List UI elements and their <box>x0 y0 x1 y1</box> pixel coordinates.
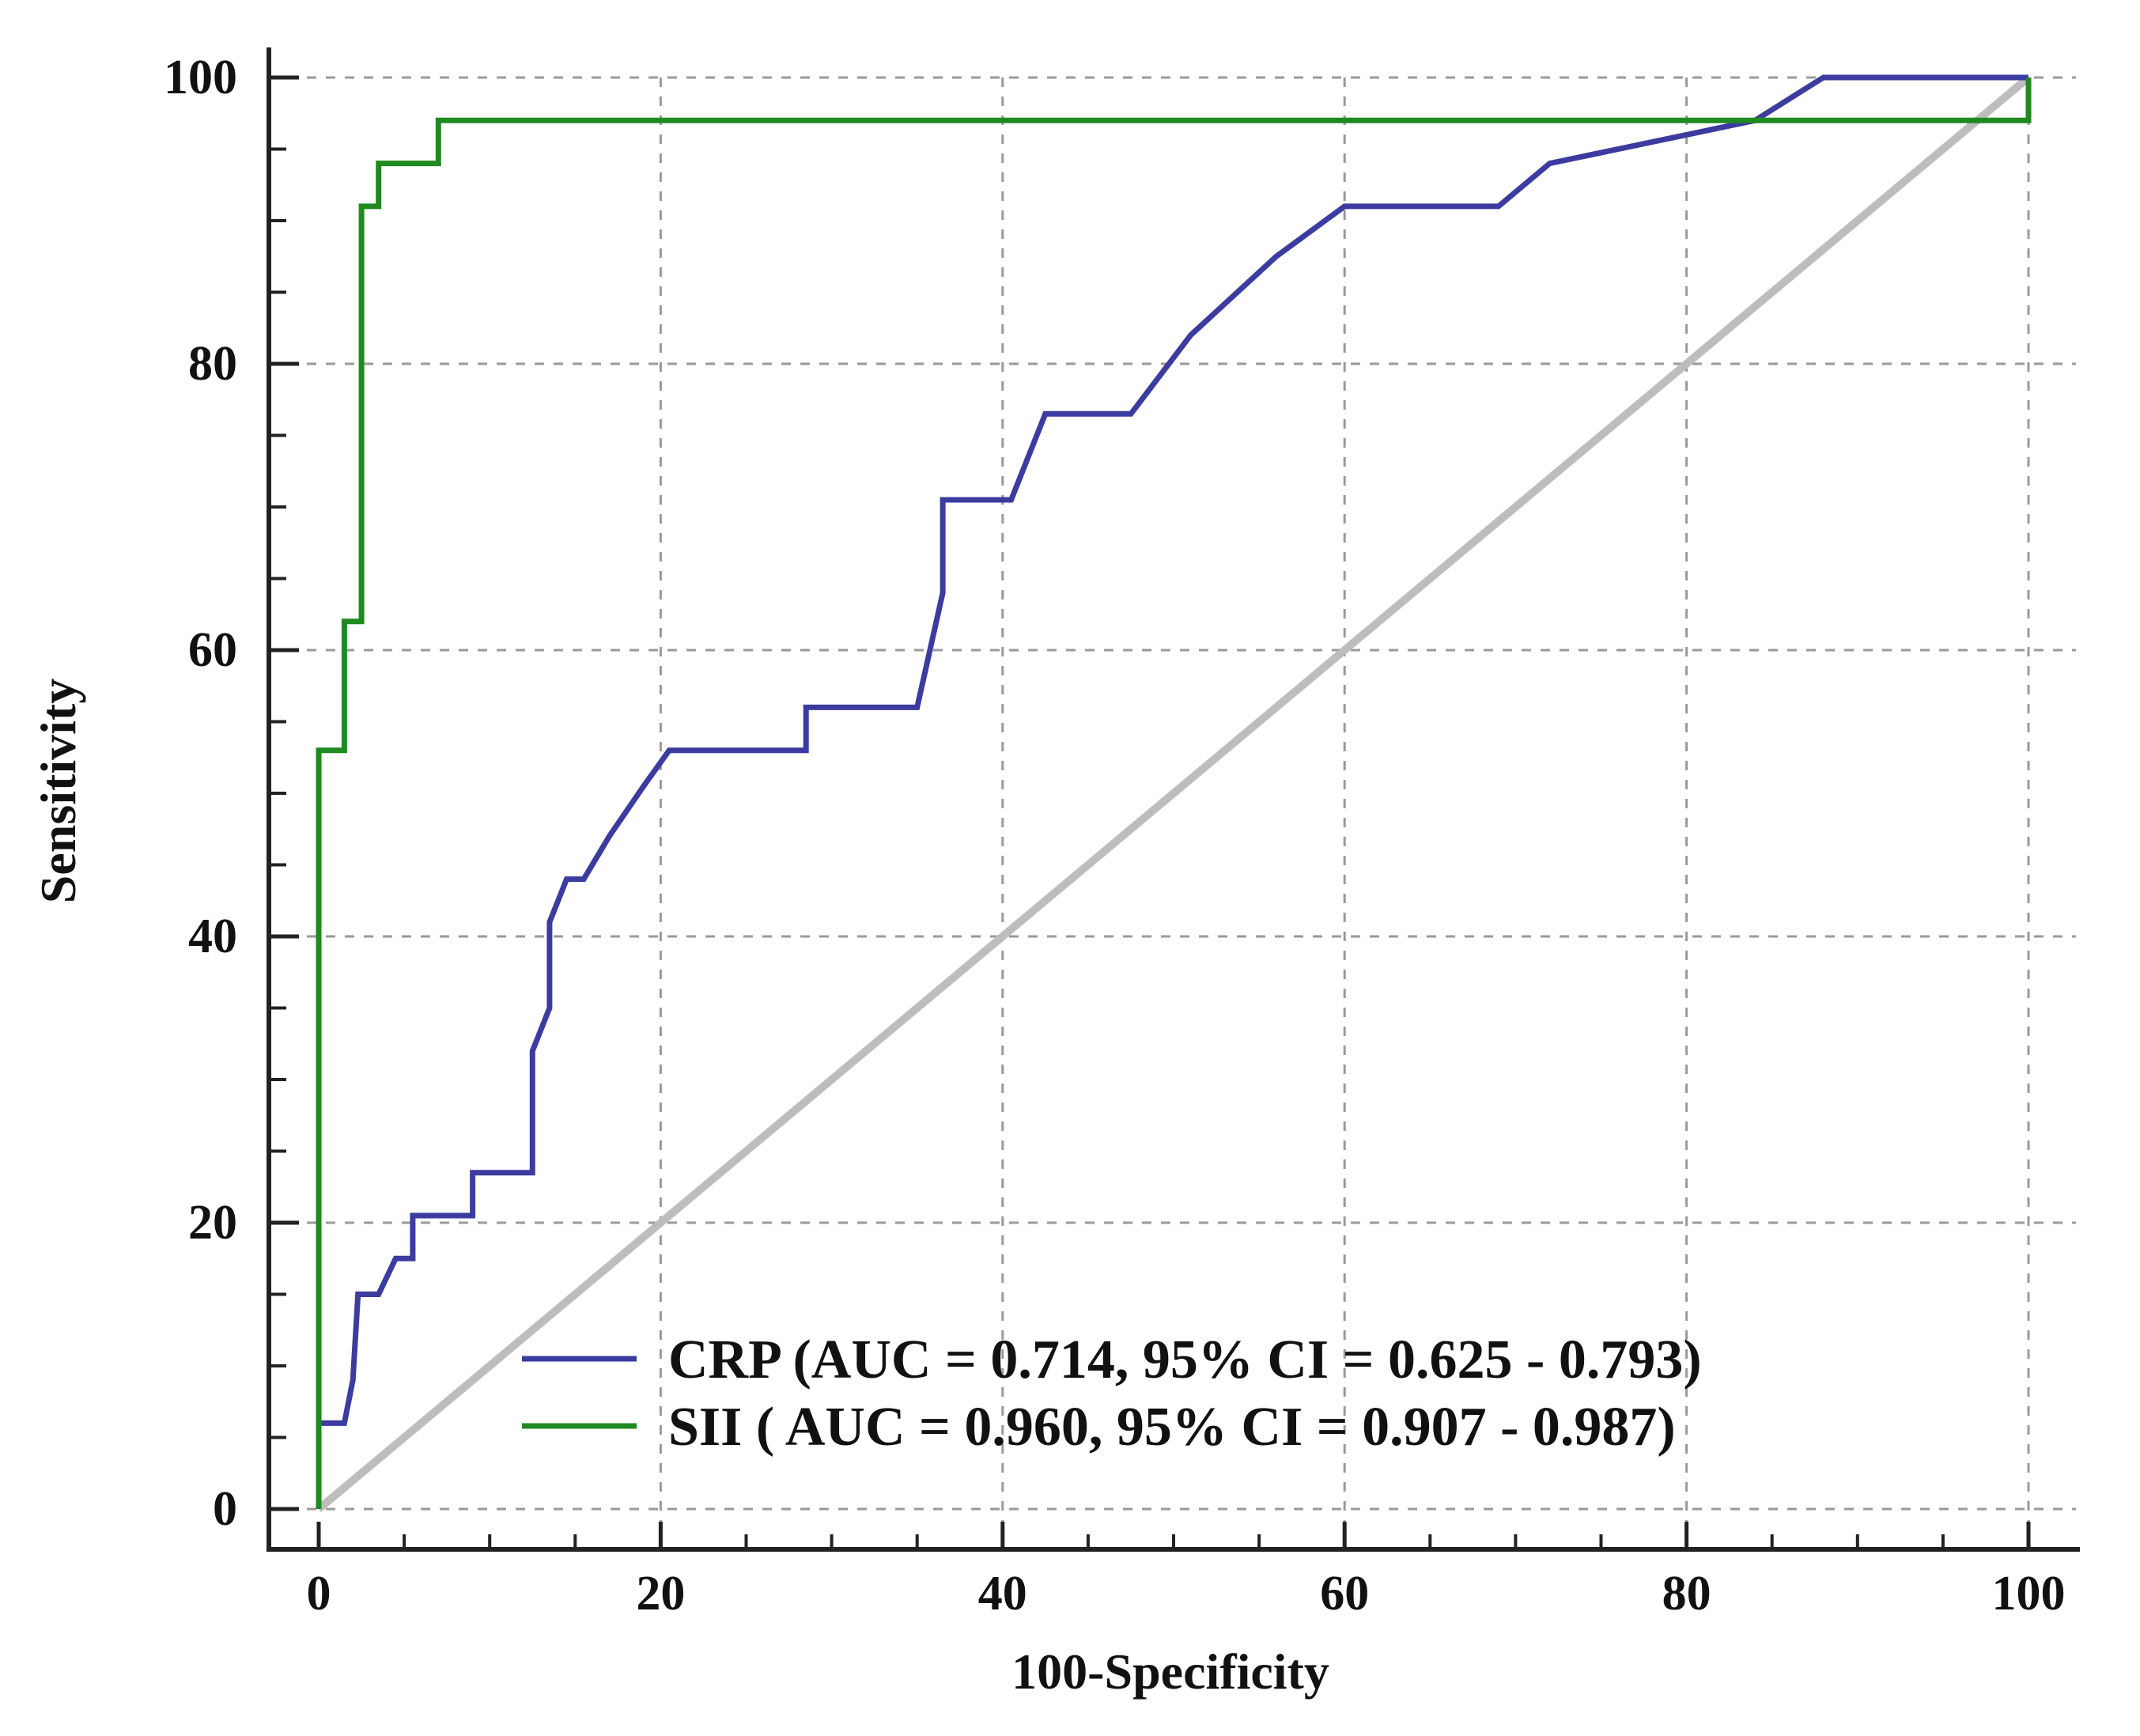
y-tick-label: 40 <box>188 910 237 963</box>
x-tick-label: 40 <box>978 1567 1027 1621</box>
legend-label-crp: CRP (AUC = 0.714, 95% CI = 0.625 - 0.793… <box>668 1329 1702 1390</box>
x-tick-label: 80 <box>1662 1567 1711 1621</box>
tick-labels: 0 20 40 60 80 100 0 20 40 60 80 100 <box>164 51 2066 1621</box>
x-tick-label: 100 <box>1992 1567 2066 1621</box>
series-lines <box>316 74 2032 1512</box>
x-axis-title: 100-Specificity <box>1011 1643 1329 1700</box>
y-axis-title: Sensitivity <box>30 679 86 903</box>
y-tick-label: 100 <box>164 51 237 104</box>
x-tick-label: 20 <box>636 1567 685 1621</box>
y-tick-label: 20 <box>188 1196 237 1250</box>
y-tick-label: 0 <box>213 1482 237 1536</box>
series-line-crp <box>316 74 2028 1509</box>
series-line-sii <box>316 78 2032 1509</box>
reference-diagonal-line <box>316 74 2032 1512</box>
x-tick-label: 0 <box>307 1567 331 1621</box>
grid-lines <box>269 76 2076 1549</box>
tick-marks <box>269 75 2031 1549</box>
x-tick-label: 60 <box>1320 1567 1369 1621</box>
y-tick-label: 80 <box>188 337 237 391</box>
legend-label-sii: SII ( AUC = 0.960, 95% CI = 0.907 - 0.98… <box>668 1397 1676 1458</box>
y-tick-label: 60 <box>188 623 237 677</box>
legend: CRP (AUC = 0.714, 95% CI = 0.625 - 0.793… <box>522 1329 1702 1458</box>
